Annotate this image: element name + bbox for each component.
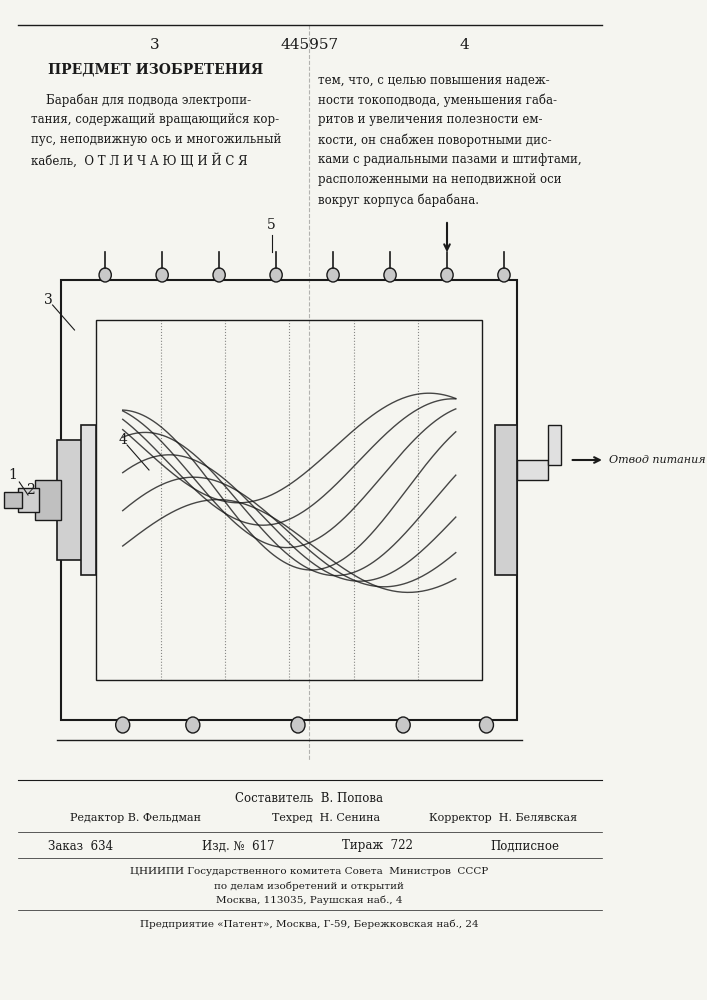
Text: Барабан для подвода электропи-: Барабан для подвода электропи- bbox=[30, 93, 251, 107]
Circle shape bbox=[441, 268, 453, 282]
Text: 5: 5 bbox=[267, 218, 276, 232]
Circle shape bbox=[270, 268, 282, 282]
Text: тания, содержащий вращающийся кор-: тания, содержащий вращающийся кор- bbox=[30, 113, 279, 126]
Text: Тираж  722: Тираж 722 bbox=[341, 840, 413, 852]
Text: Изд. №  617: Изд. № 617 bbox=[201, 840, 274, 852]
Bar bbox=[57, 440, 83, 560]
Circle shape bbox=[156, 268, 168, 282]
Circle shape bbox=[384, 268, 396, 282]
Text: Техред  Н. Сенина: Техред Н. Сенина bbox=[271, 813, 380, 823]
Text: 2: 2 bbox=[26, 483, 35, 497]
Bar bbox=[96, 320, 482, 680]
Bar bbox=[548, 425, 561, 465]
Text: Составитель  В. Попова: Составитель В. Попова bbox=[235, 792, 383, 804]
Circle shape bbox=[213, 268, 226, 282]
Text: ритов и увеличения полезности ем-: ритов и увеличения полезности ем- bbox=[318, 113, 543, 126]
Text: Редактор В. Фельдман: Редактор В. Фельдман bbox=[70, 813, 201, 823]
Circle shape bbox=[396, 717, 410, 733]
Text: 4: 4 bbox=[460, 38, 469, 52]
Text: 445957: 445957 bbox=[281, 38, 339, 52]
Circle shape bbox=[291, 717, 305, 733]
Circle shape bbox=[186, 717, 200, 733]
Text: Подписное: Подписное bbox=[491, 840, 560, 852]
Text: 3: 3 bbox=[44, 293, 52, 307]
Text: кости, он снабжен поворотными дис-: кости, он снабжен поворотными дис- bbox=[318, 133, 551, 147]
Bar bbox=[81, 425, 96, 575]
Circle shape bbox=[498, 268, 510, 282]
Text: Отвод питания: Отвод питания bbox=[609, 455, 706, 465]
Text: ками с радиальными пазами и штифтами,: ками с радиальными пазами и штифтами, bbox=[318, 153, 582, 166]
Circle shape bbox=[327, 268, 339, 282]
Circle shape bbox=[479, 717, 493, 733]
Text: Москва, 113035, Раушская наб., 4: Москва, 113035, Раушская наб., 4 bbox=[216, 895, 403, 905]
Bar bbox=[35, 480, 62, 520]
Text: ности токоподвода, уменьшения габа-: ности токоподвода, уменьшения габа- bbox=[318, 93, 557, 107]
Text: 4: 4 bbox=[118, 433, 127, 447]
Circle shape bbox=[116, 717, 129, 733]
Bar bbox=[62, 280, 517, 720]
Text: Заказ  634: Заказ 634 bbox=[48, 840, 113, 852]
Text: вокруг корпуса барабана.: вокруг корпуса барабана. bbox=[318, 193, 479, 207]
Text: пус, неподвижную ось и многожильный: пус, неподвижную ось и многожильный bbox=[30, 133, 281, 146]
Text: Предприятие «Патент», Москва, Г-59, Бережковская наб., 24: Предприятие «Патент», Москва, Г-59, Бере… bbox=[140, 919, 479, 929]
Text: 3: 3 bbox=[151, 38, 160, 52]
Text: тем, что, с целью повышения надеж-: тем, что, с целью повышения надеж- bbox=[318, 74, 550, 87]
Circle shape bbox=[99, 268, 111, 282]
Text: ПРЕДМЕТ ИЗОБРЕТЕНИЯ: ПРЕДМЕТ ИЗОБРЕТЕНИЯ bbox=[47, 63, 263, 77]
Text: расположенными на неподвижной оси: расположенными на неподвижной оси bbox=[318, 174, 562, 186]
Bar bbox=[4, 492, 22, 508]
Text: Корректор  Н. Белявская: Корректор Н. Белявская bbox=[429, 813, 578, 823]
Text: по делам изобретений и открытий: по делам изобретений и открытий bbox=[214, 881, 404, 891]
Bar bbox=[18, 488, 40, 512]
Bar bbox=[517, 460, 548, 480]
Text: ЦНИИПИ Государственного комитета Совета  Министров  СССР: ЦНИИПИ Государственного комитета Совета … bbox=[130, 867, 489, 876]
Bar bbox=[495, 425, 517, 575]
Text: 1: 1 bbox=[8, 468, 18, 482]
Text: кабель,  О Т Л И Ч А Ю Щ И Й С Я: кабель, О Т Л И Ч А Ю Щ И Й С Я bbox=[30, 153, 247, 167]
